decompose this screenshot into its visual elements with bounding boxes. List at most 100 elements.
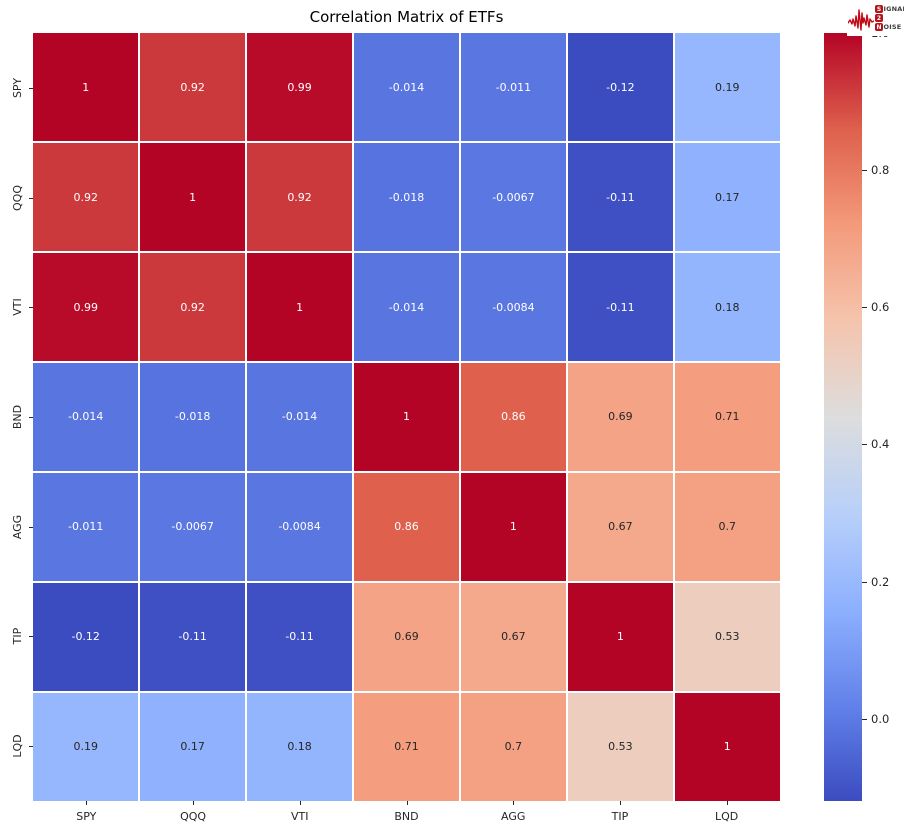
logo-line-noise: N OISE: [875, 23, 902, 31]
logo-letterbox-n: N: [875, 23, 883, 31]
heatmap-cell-AGG-SPY: -0.011: [33, 472, 139, 582]
colorbar-tick-label-0.4: 0.4: [871, 437, 890, 452]
logo-letterbox-2: 2: [875, 14, 883, 22]
heatmap-cell-VTI-QQQ: 0.92: [139, 252, 246, 362]
heatmap-cell-BND-SPY: -0.014: [33, 362, 139, 472]
heatmap-cell-VTI-LQD: 0.18: [674, 252, 780, 362]
heatmap-cell-TIP-AGG: 0.67: [460, 582, 567, 692]
y-tickmark: [29, 636, 33, 638]
heatmap-cell-AGG-BND: 0.86: [353, 472, 460, 582]
heatmap-cell-QQQ-AGG: -0.0067: [460, 142, 567, 252]
y-tick-label-LQD: LQD: [10, 734, 24, 758]
heatmap-cell-AGG-AGG: 1: [460, 472, 567, 582]
heatmap-cell-BND-BND: 1: [353, 362, 460, 472]
signal2noise-logo: S IGNAL 2 N OISE: [847, 0, 904, 36]
y-tickmark: [29, 307, 33, 309]
y-tick-label-AGG: AGG: [10, 514, 24, 539]
heatmap-cell-SPY-LQD: 0.19: [674, 33, 780, 142]
y-tick-label-BND: BND: [10, 404, 24, 430]
heatmap-cell-LQD-LQD: 1: [674, 692, 780, 801]
x-tickmark: [513, 801, 515, 805]
logo-line-signal: S IGNAL: [875, 5, 904, 13]
y-tick-label-VTI: VTI: [10, 298, 24, 317]
heatmap-cell-TIP-BND: 0.69: [353, 582, 460, 692]
heatmap-cell-VTI-BND: -0.014: [353, 252, 460, 362]
x-tickmark: [86, 801, 88, 805]
y-tickmark: [29, 197, 33, 199]
y-tick-label-TIP: TIP: [10, 628, 24, 645]
x-tick-label-BND: BND: [394, 810, 419, 823]
heatmap-cell-VTI-AGG: -0.0084: [460, 252, 567, 362]
heatmap-cell-QQQ-LQD: 0.17: [674, 142, 780, 252]
x-tick-label-VTI: VTI: [291, 810, 309, 823]
heatmap-cell-QQQ-BND: -0.018: [353, 142, 460, 252]
heatmap-cell-BND-TIP: 0.69: [567, 362, 674, 472]
heatmap-cell-BND-AGG: 0.86: [460, 362, 567, 472]
heatmap-cell-BND-LQD: 0.71: [674, 362, 780, 472]
heatmap-cell-TIP-LQD: 0.53: [674, 582, 780, 692]
heatmap: 1 0.92 0.99 -0.014 -0.011 -0.12 0.19 0.92 1 0.92-…: [33, 33, 780, 801]
heatmap-cell-AGG-TIP: 0.67: [567, 472, 674, 582]
colorbar: [824, 33, 862, 801]
heatmap-cell-TIP-QQQ: -0.11: [139, 582, 246, 692]
y-tickmark: [29, 417, 33, 418]
colorbar-tickmark: [862, 307, 867, 309]
heatmap-cell-QQQ-SPY: 0.92: [33, 142, 139, 252]
heatmap-cell-VTI-VTI: 1: [246, 252, 353, 362]
y-tickmark: [29, 746, 33, 748]
x-tickmark: [299, 801, 301, 805]
colorbar-tick-label-0.0: 0.0: [871, 711, 890, 726]
x-tick-label-QQQ: QQQ: [180, 810, 207, 823]
heatmap-cell-TIP-VTI: -0.11: [246, 582, 353, 692]
colorbar-tick-label-0.2: 0.2: [871, 574, 890, 589]
heatmap-cell-BND-QQQ: -0.018: [139, 362, 246, 472]
colorbar-tickmark: [862, 581, 867, 583]
chart-title: Correlation Matrix of ETFs: [309, 8, 504, 26]
x-tick-label-LQD: LQD: [715, 810, 739, 823]
colorbar-tick-label-0.8: 0.8: [871, 163, 890, 178]
heatmap-cell-SPY-AGG: -0.011: [460, 33, 567, 142]
colorbar-tickmark: [862, 718, 867, 720]
heatmap-cell-LQD-VTI: 0.18: [246, 692, 353, 801]
heatmap-cell-QQQ-VTI: 0.92: [246, 142, 353, 252]
heatmap-cell-TIP-SPY: -0.12: [33, 582, 139, 692]
x-tick-label-TIP: TIP: [611, 810, 629, 823]
x-tickmark: [619, 801, 621, 805]
colorbar-tickmark: [862, 444, 867, 446]
y-tickmark: [29, 87, 33, 89]
colorbar-tickmark: [862, 170, 867, 172]
logo-letterbox-s: S: [875, 5, 883, 13]
heatmap-cell-AGG-LQD: 0.7: [674, 472, 780, 582]
heatmap-cell-SPY-VTI: 0.99: [246, 33, 353, 142]
heatmap-cell-LQD-BND: 0.71: [353, 692, 460, 801]
heatmap-cell-SPY-TIP: -0.12: [567, 33, 674, 142]
heatmap-cell-SPY-QQQ: 0.92: [139, 33, 246, 142]
x-tick-label-AGG: AGG: [501, 810, 526, 823]
heatmap-cell-LQD-AGG: 0.7: [460, 692, 567, 801]
heatmap-cell-LQD-TIP: 0.53: [567, 692, 674, 801]
heatmap-cell-LQD-QQQ: 0.17: [139, 692, 246, 801]
x-tickmark: [726, 801, 728, 805]
heatmap-cell-LQD-SPY: 0.19: [33, 692, 139, 801]
heatmap-cell-VTI-SPY: 0.99: [33, 252, 139, 362]
heatmap-cell-QQQ-QQQ: 1: [139, 142, 246, 252]
y-tickmark: [29, 526, 33, 528]
waveform-icon: [848, 9, 874, 31]
heatmap-cell-SPY-SPY: 1: [33, 33, 139, 142]
x-tickmark: [406, 801, 408, 805]
colorbar-tick-label-0.6: 0.6: [871, 300, 890, 315]
heatmap-cell-AGG-QQQ: -0.0067: [139, 472, 246, 582]
y-tick-label-SPY: SPY: [10, 77, 24, 98]
heatmap-cell-AGG-VTI: -0.0084: [246, 472, 353, 582]
logo-text: S IGNAL 2 N OISE: [875, 5, 904, 31]
x-tickmark: [193, 801, 195, 805]
heatmap-cell-TIP-TIP: 1: [567, 582, 674, 692]
heatmap-cell-BND-VTI: -0.014: [246, 362, 353, 472]
logo-line-2: 2: [875, 14, 904, 22]
heatmap-cell-SPY-BND: -0.014: [353, 33, 460, 142]
x-tick-label-SPY: SPY: [76, 810, 97, 823]
heatmap-cell-QQQ-TIP: -0.11: [567, 142, 674, 252]
heatmap-cell-VTI-TIP: -0.11: [567, 252, 674, 362]
y-tick-label-QQQ: QQQ: [10, 184, 24, 211]
